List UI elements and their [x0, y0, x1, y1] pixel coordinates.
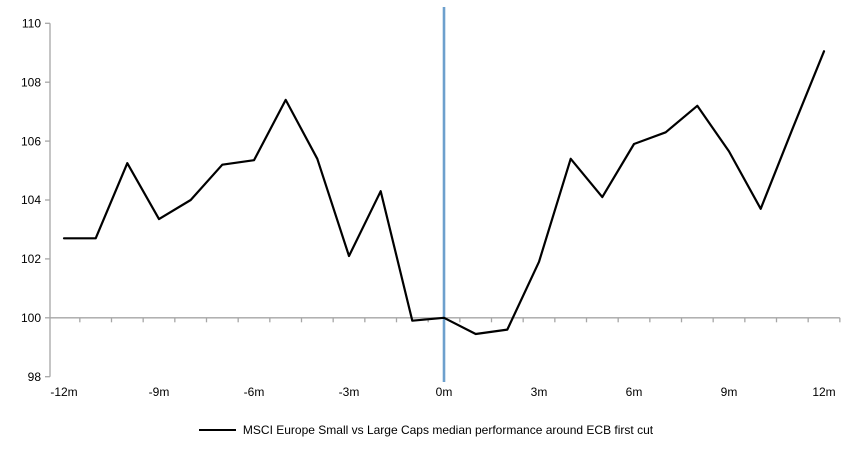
y-axis-tick-label: 104	[21, 193, 41, 207]
y-axis-tick-label: 100	[21, 311, 41, 325]
series-line-msci-small-vs-large	[62, 50, 826, 336]
legend-series-label: MSCI Europe Small vs Large Caps median p…	[242, 423, 654, 437]
x-axis-tick-label: -12m	[50, 385, 77, 399]
y-axis-tick-label: 98	[28, 370, 42, 384]
y-axis-tick-label: 106	[21, 134, 41, 148]
x-axis-tick-label: -3m	[339, 385, 360, 399]
y-axis-tick-label: 108	[21, 75, 41, 89]
y-axis-tick-label: 102	[21, 252, 41, 266]
legend: MSCI Europe Small vs Large Caps median p…	[0, 419, 852, 441]
x-axis-tick-label: 9m	[721, 385, 738, 399]
x-axis-tick-label: 0m	[436, 385, 453, 399]
x-axis-tick-label: 6m	[626, 385, 643, 399]
legend-line-swatch	[198, 429, 236, 431]
x-axis-tick-label: 3m	[531, 385, 548, 399]
x-axis-tick-label: -6m	[244, 385, 265, 399]
x-axis-tick-label: -9m	[149, 385, 170, 399]
line-chart-plot-area: 98 100 102 104 106 108 110 -12m -9m -6m -3m 0m 3m 6m 9…	[21, 7, 841, 399]
y-axis-tick-label: 110	[22, 17, 41, 31]
x-axis-tick-label: 12m	[812, 385, 835, 399]
